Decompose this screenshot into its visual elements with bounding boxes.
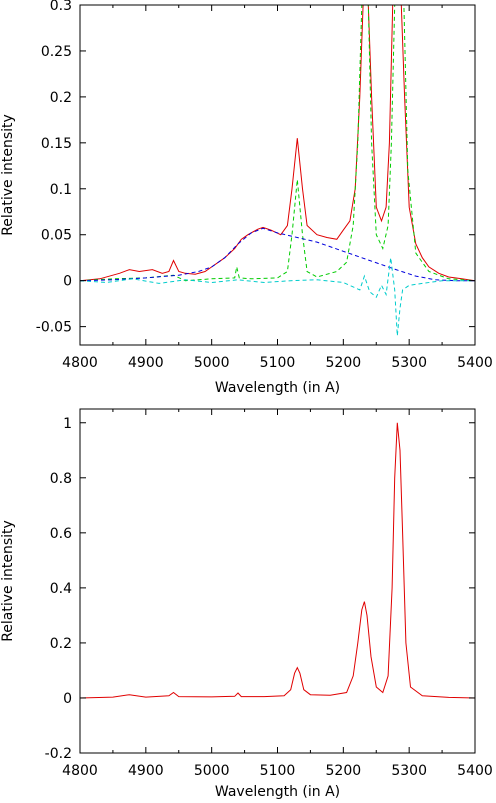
- x-tick-label: 5300: [391, 355, 427, 371]
- plot-frame: [79, 408, 476, 754]
- x-tick-label: 5100: [260, 355, 296, 371]
- series-line-1: [80, 422, 475, 699]
- y-tick-label: 0.1: [50, 182, 72, 198]
- y-axis-label: Relative intensity: [0, 114, 16, 236]
- y-tick-label: 0: [63, 274, 72, 290]
- x-tick-label: 5400: [457, 763, 493, 779]
- y-tick-label: -0.2: [45, 746, 72, 762]
- x-tick-label: 5100: [260, 763, 296, 779]
- y-tick-label: 1: [63, 416, 72, 432]
- series-line-4: [80, 257, 475, 336]
- x-tick-label: 4900: [128, 763, 164, 779]
- plot-frame: [79, 4, 476, 346]
- x-tick-label: 5200: [326, 355, 362, 371]
- y-tick-label: 0.2: [50, 636, 72, 652]
- chart-panel-2: 4800 4900 5000 5100 5200 5300 5400 -0.2 0 0.2 0.4 0…: [0, 408, 493, 800]
- y-tick-label: 0.3: [50, 0, 72, 14]
- y-tick-label: 0.05: [41, 228, 72, 244]
- y-tick-label: 0: [63, 691, 72, 707]
- series-line-2: [80, 5, 475, 282]
- y-tick-label: 0.4: [50, 581, 72, 597]
- x-tick-label: 5000: [194, 355, 230, 371]
- y-tick-label: 0.6: [50, 526, 72, 542]
- y-axis-label: Relative intensity: [0, 520, 16, 642]
- series-line-1: [80, 5, 475, 282]
- series-line-3: [80, 227, 475, 282]
- y-tick-label: -0.05: [36, 320, 72, 336]
- x-tick-label: 5300: [391, 763, 427, 779]
- x-tick-label: 5000: [194, 763, 230, 779]
- x-tick-label: 4900: [128, 355, 164, 371]
- x-axis-label: Wavelength (in A): [215, 380, 340, 396]
- x-tick-label: 4800: [62, 763, 98, 779]
- y-tick-label: 0.15: [41, 136, 72, 152]
- y-tick-label: 0.2: [50, 90, 72, 106]
- y-tick-label: 0.25: [41, 44, 72, 60]
- x-axis-label: Wavelength (in A): [215, 784, 340, 800]
- y-tick-label: 0.8: [50, 471, 72, 487]
- x-tick-label: 5400: [457, 355, 493, 371]
- x-tick-label: 4800: [62, 355, 98, 371]
- x-tick-label: 5200: [326, 763, 362, 779]
- chart-panel-1: 4800 4900 5000 5100 5200 5300 5400 -0.05 0 0.05 0.…: [0, 0, 493, 396]
